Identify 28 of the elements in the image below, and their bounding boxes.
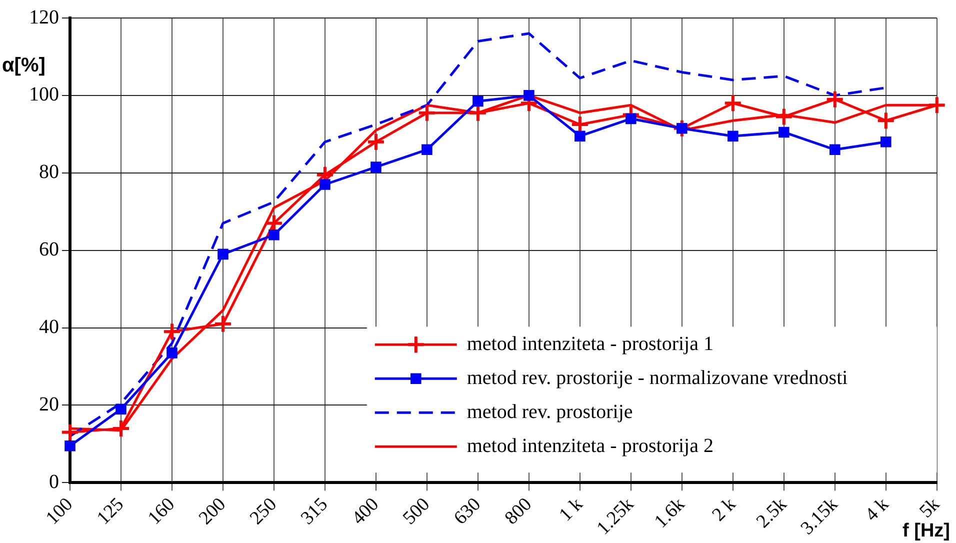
legend-label: metod rev. prostorije - normalizovane vrednosti xyxy=(466,366,848,389)
legend-label: metod intenziteta - prostorija 2 xyxy=(466,434,714,457)
y-tick-label: 40 xyxy=(39,316,59,338)
x-tick-label: 1.6k xyxy=(650,494,690,532)
y-tick-label: 20 xyxy=(39,393,59,416)
x-tick-label: 500 xyxy=(399,494,434,529)
x-tick-label: 2 k xyxy=(708,494,740,526)
x-tick-label: 630 xyxy=(450,494,486,529)
y-tick-label: 120 xyxy=(29,6,59,28)
y-tick-label: 0 xyxy=(49,470,59,493)
x-tick-label: 125 xyxy=(93,494,128,529)
legend-label: metod rev. prostorije xyxy=(466,400,633,423)
x-tick-label: 4 k xyxy=(861,494,894,526)
x-tick-label: 2.5k xyxy=(752,494,792,532)
x-tick-label: 250 xyxy=(246,494,282,529)
x-tick-label: 315 xyxy=(297,494,332,529)
x-tick-label: 160 xyxy=(144,494,180,529)
x-axis-title: f [Hz] xyxy=(902,520,950,542)
y-tick-label: 80 xyxy=(39,161,59,184)
x-tick-label: 200 xyxy=(195,494,230,529)
x-tick-label: 5k xyxy=(916,494,944,522)
y-tick-label: 60 xyxy=(39,238,59,261)
legend-label: metod intenziteta - prostorija 1 xyxy=(466,332,714,355)
x-tick-label: 400 xyxy=(348,494,384,529)
y-tick-label: 100 xyxy=(29,84,59,106)
x-tick-label: 1 k xyxy=(555,494,588,526)
y-axis-title: α[%] xyxy=(2,54,46,77)
x-tick-label: 800 xyxy=(500,494,536,529)
